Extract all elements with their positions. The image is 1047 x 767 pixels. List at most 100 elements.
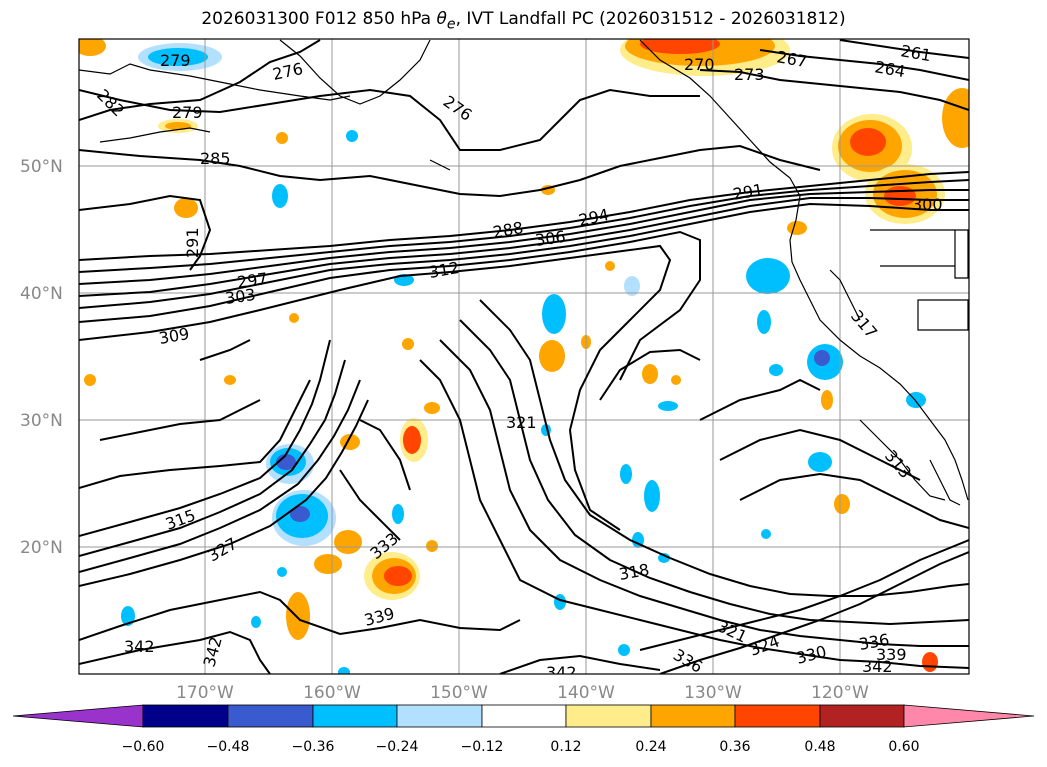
contour-label: 273 — [734, 65, 765, 84]
lat-label: 50°N — [20, 157, 63, 177]
colorbar-segment — [142, 704, 229, 728]
orange-patch — [821, 390, 833, 410]
orange-patch — [605, 261, 615, 271]
contour-label: 306 — [534, 227, 567, 250]
red-patch — [640, 39, 720, 54]
colorbar-max-extend — [903, 704, 1035, 728]
colorbar-tick-label: 0.48 — [804, 739, 835, 755]
contour-label: 297 — [236, 269, 269, 292]
orange-patch — [276, 132, 288, 144]
blue-patch — [658, 553, 670, 563]
colorbar-tick-label: −0.24 — [376, 739, 419, 755]
orange-patch — [642, 364, 658, 384]
blue-patch — [272, 184, 288, 208]
blue-patch — [290, 506, 310, 522]
contour-label: 339 — [876, 645, 907, 664]
coastlines — [79, 39, 969, 506]
orange-patch — [314, 554, 342, 574]
orange-patch — [787, 221, 807, 235]
blue-patch — [769, 364, 783, 376]
lon-label: 120°W — [811, 683, 869, 703]
blue-patch — [761, 529, 771, 539]
lon-label: 130°W — [684, 683, 742, 703]
blue-patch — [346, 130, 358, 142]
blue-patch — [392, 504, 404, 524]
shading-patches — [79, 39, 969, 674]
colorbar — [12, 704, 1035, 728]
colorbar-segment — [312, 704, 398, 728]
contour-label: 342 — [124, 637, 155, 656]
orange-patch — [922, 652, 938, 672]
orange-patch — [424, 402, 440, 414]
colorbar-tick-label: 0.12 — [550, 739, 581, 755]
blue-patch — [148, 48, 208, 66]
colorbar-segment — [481, 704, 567, 728]
colorbar-ticks: −0.60 −0.48 −0.36 −0.24 −0.12 0.12 0.24 … — [122, 739, 920, 755]
colorbar-segment — [650, 704, 736, 728]
orange-patch — [84, 374, 96, 386]
colorbar-segment — [734, 704, 821, 728]
blue-patch — [746, 258, 790, 294]
lat-label: 20°N — [20, 538, 63, 558]
colorbar-tick-label: −0.12 — [461, 739, 504, 755]
blue-patch — [542, 294, 566, 334]
red-patch — [850, 128, 886, 156]
blue-patch — [624, 276, 640, 296]
colorbar-segment — [396, 704, 483, 728]
orange-patch — [539, 340, 565, 372]
lon-label: 150°W — [430, 683, 488, 703]
blue-patch — [338, 667, 350, 674]
colorbar-tick-label: −0.60 — [122, 739, 165, 755]
theta-e-contours — [79, 39, 969, 674]
colorbar-segment — [819, 704, 905, 728]
contour-label: 279 — [172, 103, 203, 122]
contour-label: 285 — [200, 149, 231, 168]
orange-patch — [79, 39, 106, 56]
red-patch — [384, 566, 412, 586]
contour-label: 342 — [862, 657, 893, 676]
lon-label: 170°W — [176, 683, 234, 703]
contour-label: 270 — [684, 55, 715, 74]
orange-patch — [286, 592, 310, 640]
blue-patch — [251, 616, 261, 628]
orange-patch — [165, 122, 191, 130]
orange-patch — [224, 375, 236, 385]
lat-axis: 50°N 40°N 30°N 20°N — [20, 157, 63, 558]
colorbar-segment — [227, 704, 314, 728]
colorbar-tick-label: −0.48 — [207, 739, 250, 755]
orange-patch — [402, 338, 414, 350]
contour-label: 291 — [183, 227, 202, 258]
lat-label: 30°N — [20, 411, 63, 431]
blue-patch — [276, 454, 296, 470]
blue-patch — [618, 644, 630, 656]
blue-patch — [121, 606, 135, 626]
blue-patch — [814, 350, 830, 366]
orange-patch — [289, 313, 299, 323]
orange-patch — [334, 530, 362, 554]
colorbar-tick-label: 0.36 — [719, 739, 750, 755]
colorbar-tick-label: 0.24 — [635, 739, 666, 755]
plot-frame — [78, 38, 970, 675]
blue-patch — [757, 310, 771, 334]
blue-patch — [277, 567, 287, 577]
colorbar-tick-label: −0.36 — [292, 739, 335, 755]
lon-axis: 170°W 160°W 150°W 140°W 130°W 120°W — [176, 683, 869, 703]
contour-label: 300 — [912, 195, 943, 214]
orange-patch — [426, 540, 438, 552]
orange-patch — [834, 494, 850, 514]
map-title: 2026031300 F012 850 hPa θe, IVT Landfall… — [201, 9, 846, 33]
contour-label: 303 — [224, 285, 257, 308]
colorbar-min-extend — [12, 704, 144, 728]
gridlines — [79, 39, 969, 674]
orange-patch — [671, 375, 681, 385]
blue-patch — [658, 401, 678, 411]
blue-patch — [620, 464, 632, 484]
lon-label: 140°W — [557, 683, 615, 703]
contour-label: 279 — [160, 51, 191, 70]
lon-label: 160°W — [303, 683, 361, 703]
colorbar-tick-label: 0.60 — [888, 739, 919, 755]
orange-patch — [942, 88, 969, 148]
lat-label: 40°N — [20, 284, 63, 304]
red-patch — [403, 426, 421, 454]
